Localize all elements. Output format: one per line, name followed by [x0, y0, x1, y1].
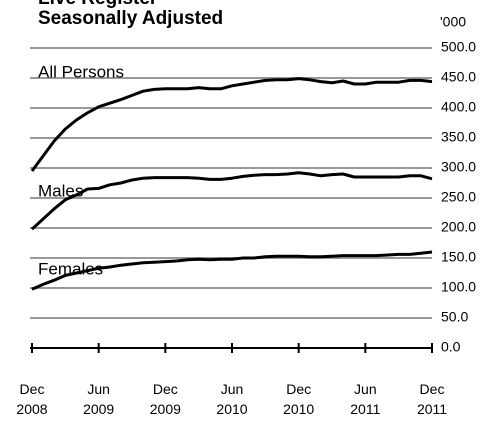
y-tick-label: 50.0 — [441, 309, 468, 325]
y-tick-label: 300.0 — [441, 159, 476, 175]
y-tick-label: 0.0 — [441, 339, 461, 355]
x-tick-label: Jun 2010 — [216, 381, 247, 417]
y-tick-label: 250.0 — [441, 189, 476, 205]
y-tick-label: 450.0 — [441, 69, 476, 85]
y-tick-label: 350.0 — [441, 129, 476, 145]
chart-title: Live Register — [38, 0, 158, 9]
x-tick-label: Jun 2011 — [350, 381, 380, 417]
x-tick-label: Dec 2011 — [417, 381, 447, 417]
chart-subtitle: Seasonally Adjusted — [38, 8, 223, 29]
series-line — [30, 77, 433, 172]
x-tick-label: Dec 2010 — [283, 381, 314, 417]
y-unit: '000 — [440, 14, 466, 30]
y-tick-label: 500.0 — [441, 39, 476, 55]
series-line — [30, 171, 433, 231]
series-label: Males — [38, 181, 83, 200]
series-label: Females — [38, 259, 103, 278]
y-tick-label: 100.0 — [441, 279, 476, 295]
y-tick-label: 150.0 — [441, 249, 476, 265]
x-tick-label: Dec 2008 — [16, 381, 47, 417]
series-line — [31, 250, 433, 291]
y-tick-label: 200.0 — [441, 219, 476, 235]
x-tick-label: Dec 2009 — [150, 381, 181, 417]
x-tick-label: Jun 2009 — [83, 381, 114, 417]
series-label: All Persons — [38, 62, 124, 81]
y-tick-label: 400.0 — [441, 99, 476, 115]
